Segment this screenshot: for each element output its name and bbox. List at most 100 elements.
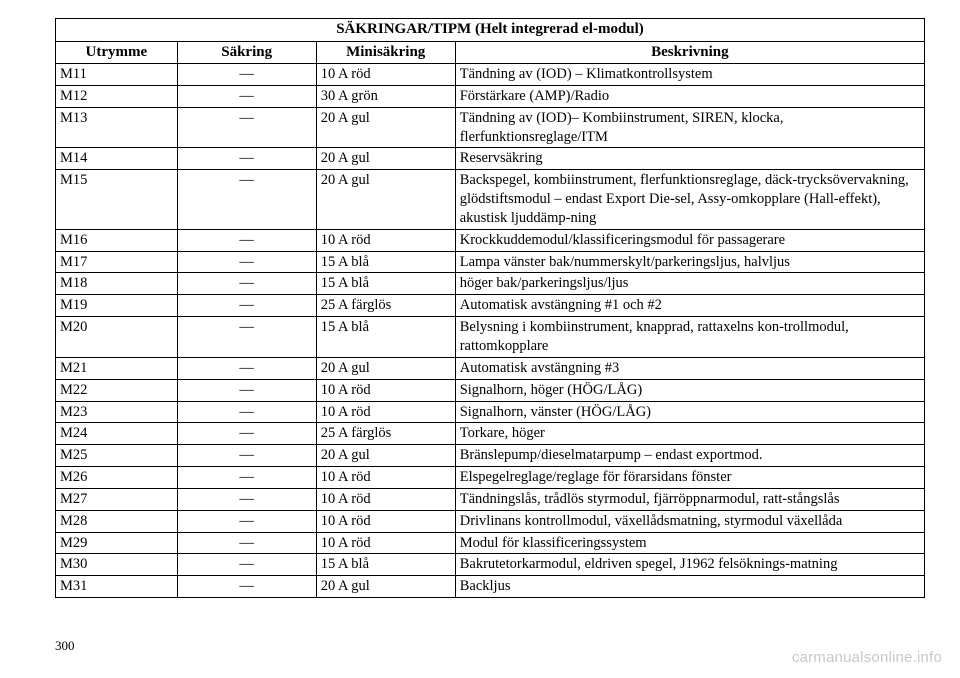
- cell-minisakring: 20 A gul: [316, 445, 455, 467]
- cell-sakring: —: [177, 488, 316, 510]
- table-row: M17—15 A blåLampa vänster bak/nummerskyl…: [56, 251, 925, 273]
- cell-utrymme: M31: [56, 576, 178, 598]
- table-row: M13—20 A gulTändning av (IOD)– Kombiinst…: [56, 107, 925, 148]
- cell-minisakring: 15 A blå: [316, 554, 455, 576]
- cell-minisakring: 30 A grön: [316, 85, 455, 107]
- cell-sakring: —: [177, 510, 316, 532]
- table-row: M29—10 A rödModul för klassificeringssys…: [56, 532, 925, 554]
- table-row: M28—10 A rödDrivlinans kontrollmodul, vä…: [56, 510, 925, 532]
- table-row: M15—20 A gulBackspegel, kombiinstrument,…: [56, 170, 925, 230]
- cell-utrymme: M16: [56, 229, 178, 251]
- cell-sakring: —: [177, 251, 316, 273]
- table-row: M31—20 A gulBackljus: [56, 576, 925, 598]
- cell-minisakring: 10 A röd: [316, 488, 455, 510]
- cell-utrymme: M30: [56, 554, 178, 576]
- cell-beskrivning: Förstärkare (AMP)/Radio: [455, 85, 924, 107]
- cell-sakring: —: [177, 445, 316, 467]
- table-body: M11—10 A rödTändning av (IOD) – Klimatko…: [56, 64, 925, 598]
- table-row: M18—15 A blåhöger bak/parkeringsljus/lju…: [56, 273, 925, 295]
- cell-utrymme: M28: [56, 510, 178, 532]
- cell-utrymme: M18: [56, 273, 178, 295]
- cell-beskrivning: Belysning i kombiinstrument, knapprad, r…: [455, 317, 924, 358]
- fuse-table: SÄKRINGAR/TIPM (Helt integrerad el-modul…: [55, 18, 925, 598]
- col-header-beskrivning: Beskrivning: [455, 41, 924, 64]
- page-number: 300: [55, 638, 75, 654]
- table-title-row: SÄKRINGAR/TIPM (Helt integrerad el-modul…: [56, 19, 925, 42]
- cell-minisakring: 10 A röd: [316, 401, 455, 423]
- cell-utrymme: M11: [56, 64, 178, 86]
- cell-utrymme: M22: [56, 379, 178, 401]
- cell-sakring: —: [177, 273, 316, 295]
- col-header-minisakring: Minisäkring: [316, 41, 455, 64]
- cell-sakring: —: [177, 467, 316, 489]
- cell-utrymme: M17: [56, 251, 178, 273]
- table-row: M12—30 A grönFörstärkare (AMP)/Radio: [56, 85, 925, 107]
- cell-minisakring: 15 A blå: [316, 273, 455, 295]
- cell-sakring: —: [177, 357, 316, 379]
- cell-minisakring: 20 A gul: [316, 107, 455, 148]
- cell-beskrivning: Bakrutetorkarmodul, eldriven spegel, J19…: [455, 554, 924, 576]
- cell-utrymme: M13: [56, 107, 178, 148]
- cell-beskrivning: Tändning av (IOD) – Klimatkontrollsystem: [455, 64, 924, 86]
- cell-sakring: —: [177, 317, 316, 358]
- cell-sakring: —: [177, 423, 316, 445]
- cell-sakring: —: [177, 229, 316, 251]
- cell-minisakring: 10 A röd: [316, 467, 455, 489]
- cell-minisakring: 15 A blå: [316, 317, 455, 358]
- cell-sakring: —: [177, 148, 316, 170]
- table-row: M27—10 A rödTändningslås, trådlös styrmo…: [56, 488, 925, 510]
- cell-beskrivning: Tändning av (IOD)– Kombiinstrument, SIRE…: [455, 107, 924, 148]
- cell-utrymme: M21: [56, 357, 178, 379]
- cell-sakring: —: [177, 532, 316, 554]
- cell-sakring: —: [177, 64, 316, 86]
- cell-sakring: —: [177, 576, 316, 598]
- table-row: M11—10 A rödTändning av (IOD) – Klimatko…: [56, 64, 925, 86]
- cell-beskrivning: Bränslepump/dieselmatarpump – endast exp…: [455, 445, 924, 467]
- table-row: M24—25 A färglösTorkare, höger: [56, 423, 925, 445]
- table-row: M30—15 A blåBakrutetorkarmodul, eldriven…: [56, 554, 925, 576]
- table-row: M19—25 A färglösAutomatisk avstängning #…: [56, 295, 925, 317]
- table-row: M20—15 A blåBelysning i kombiinstrument,…: [56, 317, 925, 358]
- cell-beskrivning: Modul för klassificeringssystem: [455, 532, 924, 554]
- cell-utrymme: M14: [56, 148, 178, 170]
- cell-minisakring: 20 A gul: [316, 357, 455, 379]
- cell-minisakring: 15 A blå: [316, 251, 455, 273]
- cell-utrymme: M29: [56, 532, 178, 554]
- cell-sakring: —: [177, 170, 316, 230]
- cell-beskrivning: Reservsäkring: [455, 148, 924, 170]
- cell-sakring: —: [177, 379, 316, 401]
- cell-beskrivning: Torkare, höger: [455, 423, 924, 445]
- cell-sakring: —: [177, 107, 316, 148]
- cell-beskrivning: Backljus: [455, 576, 924, 598]
- cell-sakring: —: [177, 401, 316, 423]
- table-row: M26—10 A rödElspegelreglage/reglage för …: [56, 467, 925, 489]
- table-row: M23—10 A rödSignalhorn, vänster (HÖG/LÅG…: [56, 401, 925, 423]
- cell-utrymme: M15: [56, 170, 178, 230]
- cell-utrymme: M25: [56, 445, 178, 467]
- watermark: carmanualsonline.info: [792, 649, 942, 666]
- cell-beskrivning: Signalhorn, vänster (HÖG/LÅG): [455, 401, 924, 423]
- cell-beskrivning: Automatisk avstängning #3: [455, 357, 924, 379]
- cell-beskrivning: Krockkuddemodul/klassificeringsmodul för…: [455, 229, 924, 251]
- page-container: SÄKRINGAR/TIPM (Helt integrerad el-modul…: [0, 0, 960, 598]
- cell-minisakring: 10 A röd: [316, 64, 455, 86]
- cell-minisakring: 20 A gul: [316, 576, 455, 598]
- table-header-row: Utrymme Säkring Minisäkring Beskrivning: [56, 41, 925, 64]
- cell-utrymme: M24: [56, 423, 178, 445]
- cell-utrymme: M12: [56, 85, 178, 107]
- cell-utrymme: M19: [56, 295, 178, 317]
- cell-beskrivning: Backspegel, kombiinstrument, flerfunktio…: [455, 170, 924, 230]
- cell-beskrivning: Automatisk avstängning #1 och #2: [455, 295, 924, 317]
- cell-beskrivning: Elspegelreglage/reglage för förarsidans …: [455, 467, 924, 489]
- cell-utrymme: M26: [56, 467, 178, 489]
- cell-beskrivning: Lampa vänster bak/nummerskylt/parkerings…: [455, 251, 924, 273]
- cell-minisakring: 20 A gul: [316, 148, 455, 170]
- col-header-sakring: Säkring: [177, 41, 316, 64]
- cell-utrymme: M20: [56, 317, 178, 358]
- cell-beskrivning: Tändningslås, trådlös styrmodul, fjärröp…: [455, 488, 924, 510]
- cell-utrymme: M23: [56, 401, 178, 423]
- table-title: SÄKRINGAR/TIPM (Helt integrerad el-modul…: [56, 19, 925, 42]
- cell-beskrivning: höger bak/parkeringsljus/ljus: [455, 273, 924, 295]
- table-row: M22—10 A rödSignalhorn, höger (HÖG/LÅG): [56, 379, 925, 401]
- cell-minisakring: 10 A röd: [316, 510, 455, 532]
